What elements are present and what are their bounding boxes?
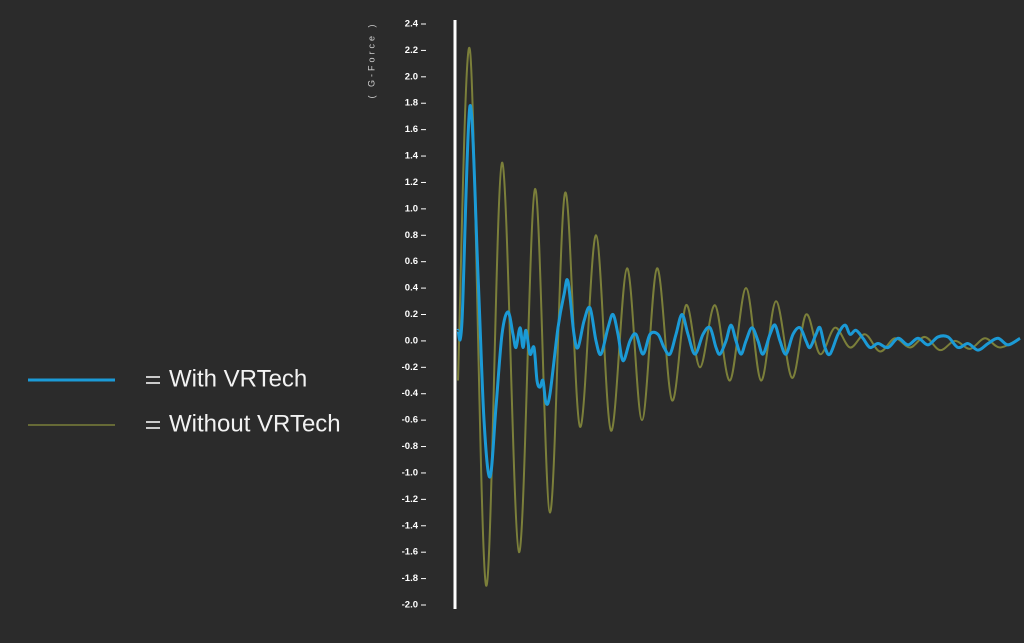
y-tick-label: -2.0 bbox=[402, 600, 418, 611]
y-tick-label: -1.2 bbox=[402, 494, 418, 505]
y-tick-label: 0.4 bbox=[405, 283, 419, 294]
y-tick-label: -1.4 bbox=[402, 520, 419, 531]
y-tick-label: -0.2 bbox=[402, 362, 418, 373]
y-tick-label: 1.6 bbox=[405, 124, 418, 135]
y-tick-label: -1.0 bbox=[402, 467, 418, 478]
y-tick-label: 1.8 bbox=[405, 98, 418, 109]
y-tick-label: -0.8 bbox=[402, 441, 418, 452]
y-tick-label: -1.6 bbox=[402, 547, 418, 558]
y-tick-label: -0.4 bbox=[402, 388, 419, 399]
series-line bbox=[456, 104, 1021, 479]
y-tick-label: 1.0 bbox=[405, 203, 418, 214]
legend-label: With VRTech bbox=[169, 365, 307, 392]
series-line bbox=[457, 46, 1021, 587]
y-tick-label: 2.0 bbox=[405, 71, 418, 82]
y-tick-label: 0.2 bbox=[405, 309, 418, 320]
y-tick-label: 2.2 bbox=[405, 45, 418, 56]
y-tick-label: 1.2 bbox=[405, 177, 418, 188]
y-tick-label: 1.4 bbox=[405, 151, 419, 162]
y-tick-label: 0.0 bbox=[405, 335, 418, 346]
y-tick-label: -1.8 bbox=[402, 573, 418, 584]
y-tick-label: 2.4 bbox=[405, 19, 419, 30]
y-tick-label: -0.6 bbox=[402, 415, 418, 426]
y-axis-label: ( G-Force ) bbox=[366, 22, 376, 99]
y-tick-label: 0.8 bbox=[405, 230, 418, 241]
legend-label: Without VRTech bbox=[169, 410, 341, 437]
y-tick-label: 0.6 bbox=[405, 256, 418, 267]
